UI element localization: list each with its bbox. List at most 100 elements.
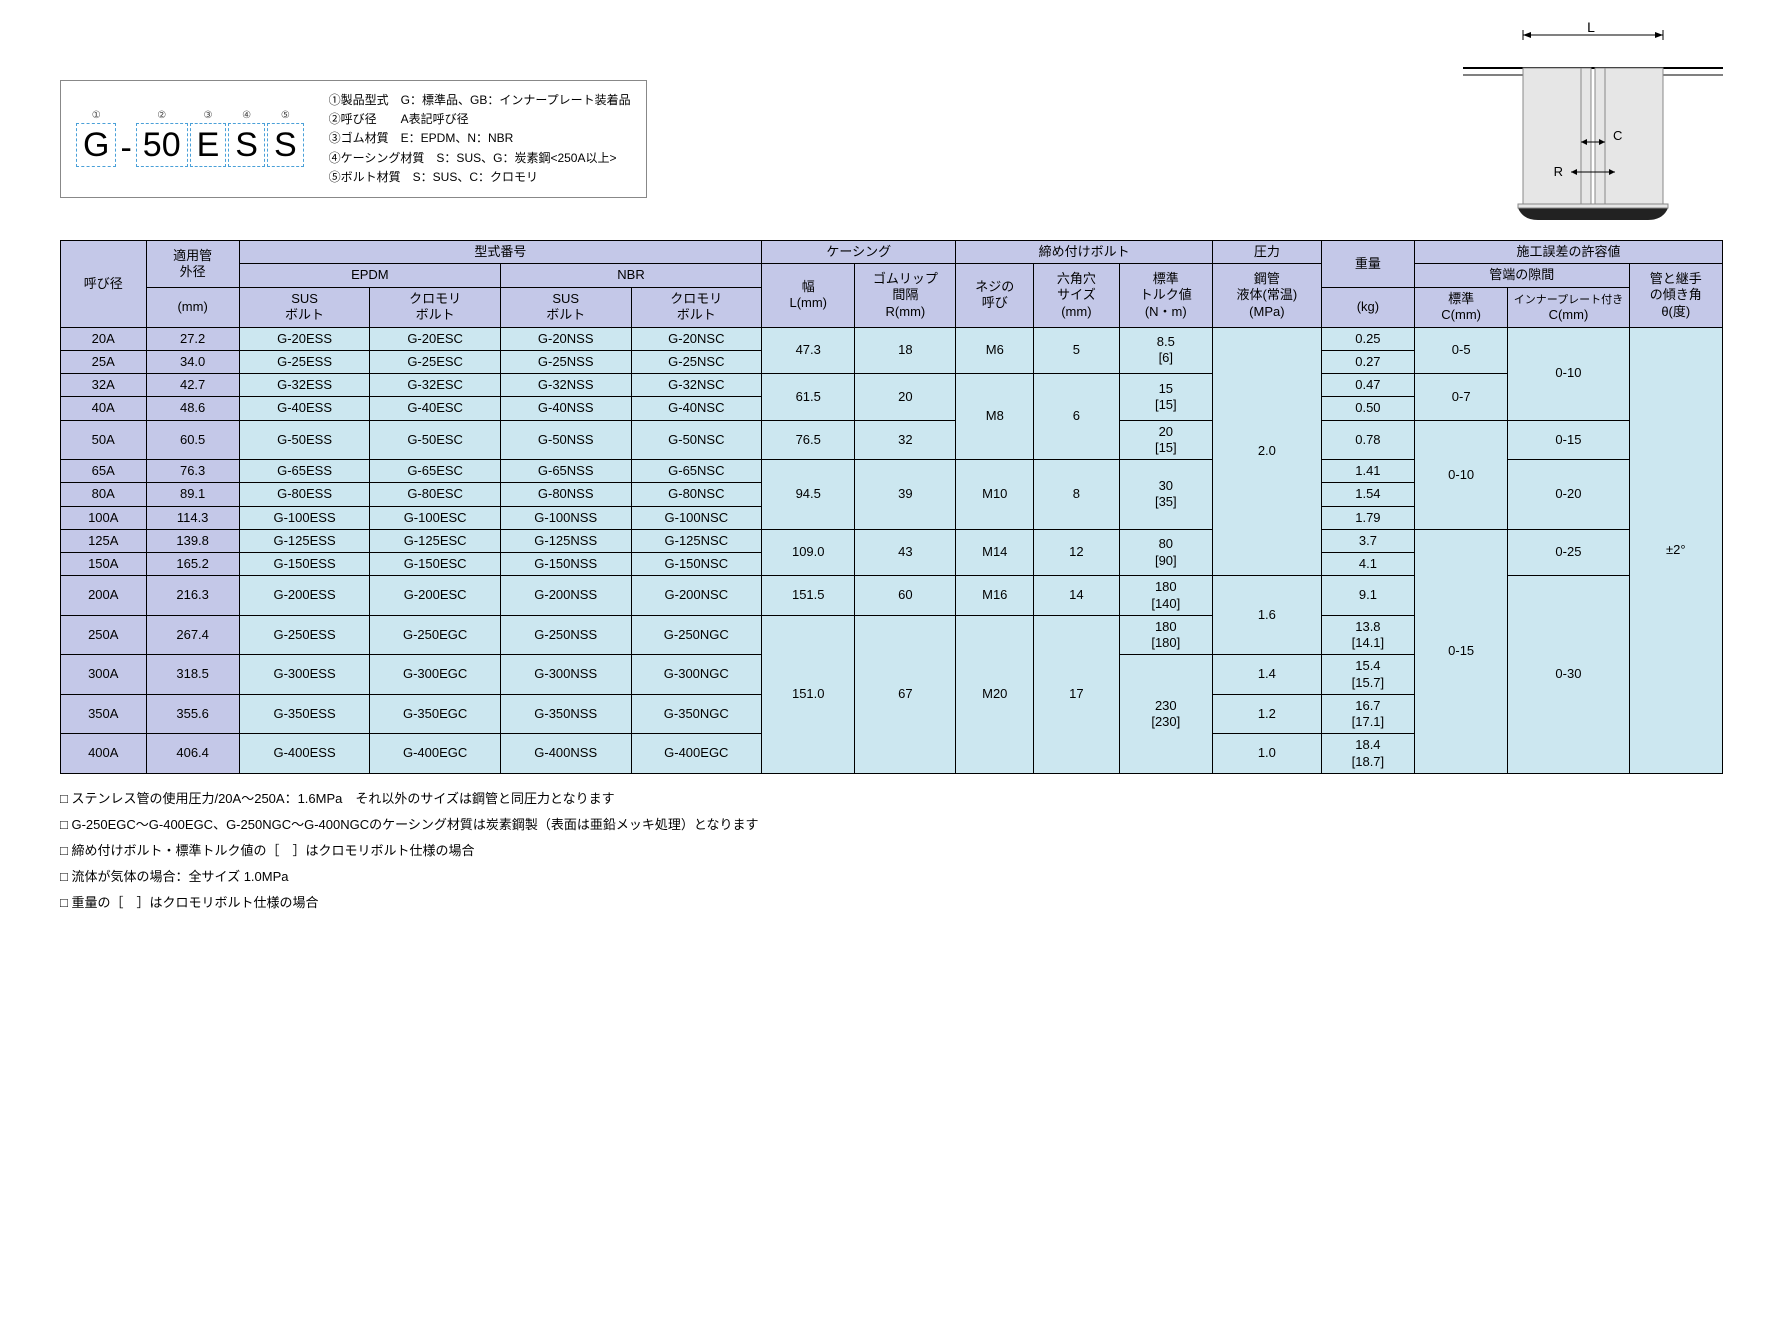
- cell-name: 150A: [61, 553, 147, 576]
- cell-model: G-25NSC: [631, 350, 762, 373]
- cell-model: G-65NSC: [631, 460, 762, 483]
- notes: ステンレス管の使用圧力/20A～250A：1.6MPa それ以外のサイズは鋼管と…: [60, 786, 1723, 916]
- cell-model: G-80NSS: [500, 483, 631, 506]
- legend-num-5: ⑤: [281, 110, 290, 121]
- cell-name: 250A: [61, 615, 147, 655]
- cell-od: 318.5: [146, 655, 239, 695]
- th-press2: 鋼管液体(常温)(MPa): [1212, 264, 1321, 327]
- cell-model: G-200NSS: [500, 576, 631, 616]
- legend-line: ③ゴム材質 E：EPDM、N：NBR: [329, 129, 631, 148]
- cell-name: 50A: [61, 420, 147, 460]
- cell-data: 1.0: [1212, 734, 1321, 774]
- th-sus: SUSボルト: [500, 287, 631, 327]
- cell-data: 60: [855, 576, 956, 616]
- cell-od: 355.6: [146, 694, 239, 734]
- cell-model: G-32NSC: [631, 374, 762, 397]
- cell-model: G-100NSC: [631, 506, 762, 529]
- cell-data: M16: [956, 576, 1034, 616]
- spec-table: 呼び径 適用管外径 型式番号 ケーシング 締め付けボルト 圧力 重量 施工誤差の…: [60, 240, 1723, 774]
- th-yobikei: 呼び径: [61, 241, 147, 328]
- table-header: 呼び径 適用管外径 型式番号 ケーシング 締め付けボルト 圧力 重量 施工誤差の…: [61, 241, 1723, 328]
- cell-data: ±2°: [1629, 327, 1722, 773]
- cell-od: 165.2: [146, 553, 239, 576]
- th-hex: 六角穴サイズ(mm): [1034, 264, 1120, 327]
- cell-model: G-350NGC: [631, 694, 762, 734]
- cell-data: M20: [956, 615, 1034, 773]
- cell-data: 30[35]: [1119, 460, 1212, 530]
- note: 重量の［ ］はクロモリボルト仕様の場合: [60, 890, 1723, 916]
- cell-data: 17: [1034, 615, 1120, 773]
- cell-data: 1.4: [1212, 655, 1321, 695]
- cell-model: G-250NGC: [631, 615, 762, 655]
- cell-data: 5: [1034, 327, 1120, 374]
- cell-data: 180[140]: [1119, 576, 1212, 616]
- th-epdm: EPDM: [239, 264, 500, 287]
- cell-model: G-350NSS: [500, 694, 631, 734]
- cell-data: 8: [1034, 460, 1120, 530]
- cell-data: 14: [1034, 576, 1120, 616]
- cell-data: 6: [1034, 374, 1120, 460]
- cell-data: 94.5: [762, 460, 855, 530]
- cell-data: M8: [956, 374, 1034, 460]
- top-row: ①G - ②50 ③E ④S ⑤S ①製品型式 G：標準品、GB：インナープレー…: [60, 20, 1723, 230]
- cell-model: G-32ESC: [370, 374, 501, 397]
- th-torque: 標準トルク値(N・m): [1119, 264, 1212, 327]
- cell-data: 151.5: [762, 576, 855, 616]
- cell-model: G-300NSS: [500, 655, 631, 695]
- cell-weight: 16.7[17.1]: [1321, 694, 1414, 734]
- cell-data: 0-15: [1508, 420, 1629, 460]
- cell-model: G-200ESS: [239, 576, 370, 616]
- cell-weight: 13.8[14.1]: [1321, 615, 1414, 655]
- th-weight-u: (kg): [1321, 287, 1414, 327]
- th-casing: ケーシング: [762, 241, 956, 264]
- cell-data: 0-25: [1508, 529, 1629, 576]
- code-dash: -: [118, 130, 133, 167]
- cell-data: M14: [956, 529, 1034, 576]
- cell-data: 0-10: [1508, 327, 1629, 420]
- legend-line: ④ケーシング材質 S：SUS、G：炭素鋼<250A以上>: [329, 149, 631, 168]
- cell-model: G-125ESC: [370, 529, 501, 552]
- cell-model: G-200NSC: [631, 576, 762, 616]
- cell-model: G-400NSS: [500, 734, 631, 774]
- cell-od: 48.6: [146, 397, 239, 420]
- cell-data: 67: [855, 615, 956, 773]
- cell-model: G-20ESS: [239, 327, 370, 350]
- legend-num-3: ③: [203, 110, 212, 121]
- cell-data: 47.3: [762, 327, 855, 374]
- cell-weight: 15.4[15.7]: [1321, 655, 1414, 695]
- cell-name: 100A: [61, 506, 147, 529]
- cell-weight: 1.41: [1321, 460, 1414, 483]
- th-tol: 施工誤差の許容値: [1415, 241, 1723, 264]
- cell-model: G-125ESS: [239, 529, 370, 552]
- table-row: 125A139.8G-125ESSG-125ESCG-125NSSG-125NS…: [61, 529, 1723, 552]
- th-sus: SUSボルト: [239, 287, 370, 327]
- cell-data: 180[180]: [1119, 615, 1212, 655]
- cell-data: 32: [855, 420, 956, 460]
- cell-model: G-80NSC: [631, 483, 762, 506]
- cell-model: G-50NSC: [631, 420, 762, 460]
- cell-model: G-100NSS: [500, 506, 631, 529]
- th-neji: ネジの呼び: [956, 264, 1034, 327]
- cell-name: 40A: [61, 397, 147, 420]
- cell-data: 0-10: [1415, 420, 1508, 529]
- code-3: E: [190, 123, 227, 167]
- cell-name: 80A: [61, 483, 147, 506]
- cell-name: 32A: [61, 374, 147, 397]
- cell-weight: 9.1: [1321, 576, 1414, 616]
- cell-data: M10: [956, 460, 1034, 530]
- cell-model: G-32NSS: [500, 374, 631, 397]
- cell-model: G-20ESC: [370, 327, 501, 350]
- cell-name: 20A: [61, 327, 147, 350]
- cell-model: G-20NSC: [631, 327, 762, 350]
- cell-data: 230[230]: [1119, 655, 1212, 774]
- cell-data: 0-30: [1508, 576, 1629, 774]
- cell-model: G-300NGC: [631, 655, 762, 695]
- cell-od: 76.3: [146, 460, 239, 483]
- cell-model: G-40ESS: [239, 397, 370, 420]
- cell-model: G-300EGC: [370, 655, 501, 695]
- code-1: G: [76, 123, 116, 167]
- cell-name: 300A: [61, 655, 147, 695]
- cell-data: 1.2: [1212, 694, 1321, 734]
- note: G-250EGC～G-400EGC、G-250NGC～G-400NGCのケーシン…: [60, 812, 1723, 838]
- cell-model: G-65NSS: [500, 460, 631, 483]
